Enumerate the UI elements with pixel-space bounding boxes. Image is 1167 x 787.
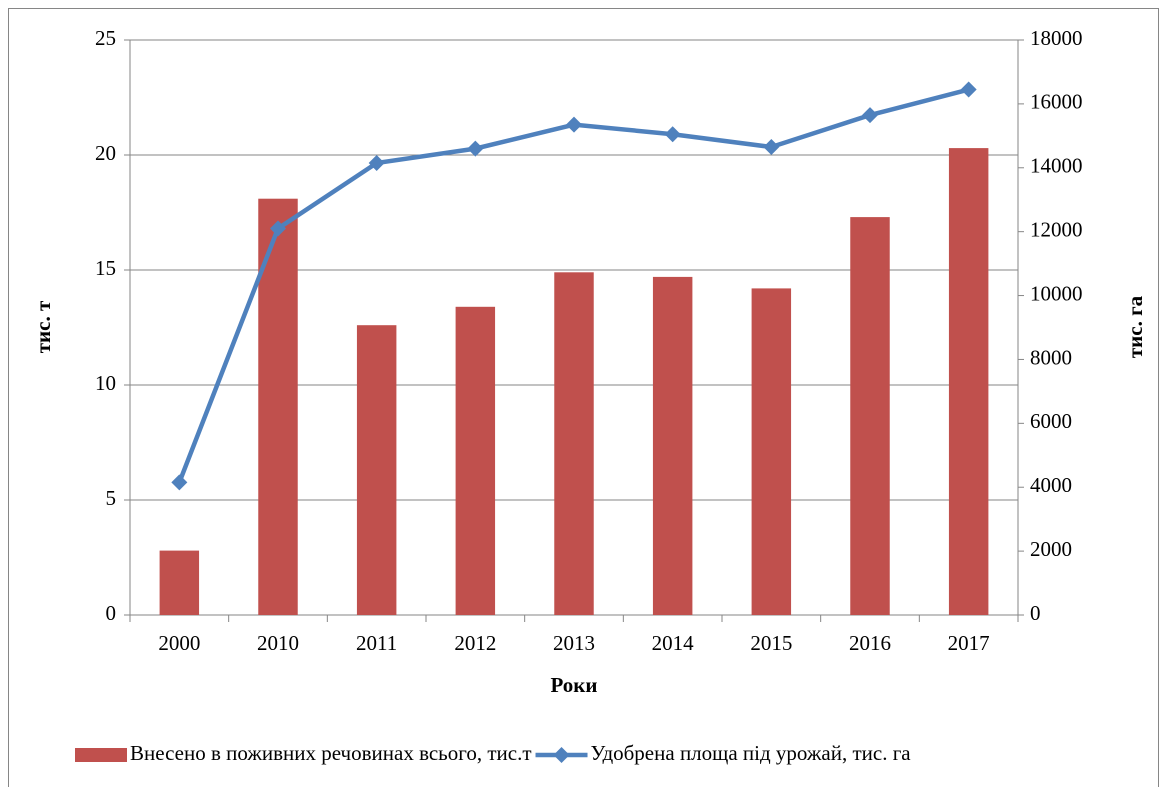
y2-tick-label: 14000 — [1030, 154, 1083, 178]
x-axis-label: Роки — [550, 673, 597, 697]
marker — [171, 474, 188, 491]
x-tick-label: 2017 — [948, 631, 990, 655]
bar — [356, 325, 397, 615]
y2-tick-label: 4000 — [1030, 473, 1072, 497]
y2-tick-label: 2000 — [1030, 537, 1072, 561]
x-tick-label: 2012 — [454, 631, 496, 655]
legend-swatch — [75, 748, 127, 762]
y-tick-label: 20 — [95, 141, 116, 165]
bar — [948, 148, 989, 615]
y-tick-label: 0 — [106, 601, 117, 625]
marker — [270, 220, 286, 237]
legend-label: Внесено в поживних речовинах всього, тис… — [130, 741, 532, 765]
y2-tick-label: 12000 — [1030, 217, 1083, 241]
legend-marker — [553, 747, 570, 763]
marker — [763, 139, 780, 156]
x-tick-label: 2014 — [652, 631, 695, 655]
x-tick-label: 2016 — [849, 631, 891, 655]
y2-axis-label: тис. га — [1123, 295, 1147, 358]
marker — [664, 126, 681, 143]
marker — [960, 81, 977, 98]
y2-tick-label: 10000 — [1030, 281, 1083, 305]
bar — [850, 217, 890, 615]
y-axis-label: тис. т — [31, 300, 55, 353]
x-tick-label: 2013 — [553, 631, 595, 655]
y2-tick-label: 0 — [1030, 601, 1041, 625]
y-tick-label: 10 — [95, 371, 116, 395]
bar — [652, 276, 693, 615]
bar — [554, 272, 594, 615]
marker — [566, 116, 582, 133]
x-tick-label: 2011 — [356, 631, 397, 655]
y-tick-label: 25 — [95, 26, 116, 50]
x-tick-label: 2010 — [257, 631, 299, 655]
y-tick-label: 15 — [95, 256, 116, 280]
bar — [159, 550, 200, 615]
marker — [862, 107, 878, 124]
y-tick-label: 5 — [106, 486, 117, 510]
y2-tick-label: 6000 — [1030, 409, 1072, 433]
x-tick-label: 2015 — [750, 631, 792, 655]
y2-tick-label: 8000 — [1030, 345, 1072, 369]
x-tick-label: 2000 — [158, 631, 200, 655]
legend-label: Удобрена площа під урожай, тис. га — [591, 741, 912, 765]
marker — [467, 140, 484, 157]
marker — [368, 154, 385, 171]
y2-tick-label: 18000 — [1030, 26, 1083, 50]
y2-tick-label: 16000 — [1030, 90, 1083, 114]
bar — [751, 288, 792, 615]
bar — [455, 306, 496, 615]
